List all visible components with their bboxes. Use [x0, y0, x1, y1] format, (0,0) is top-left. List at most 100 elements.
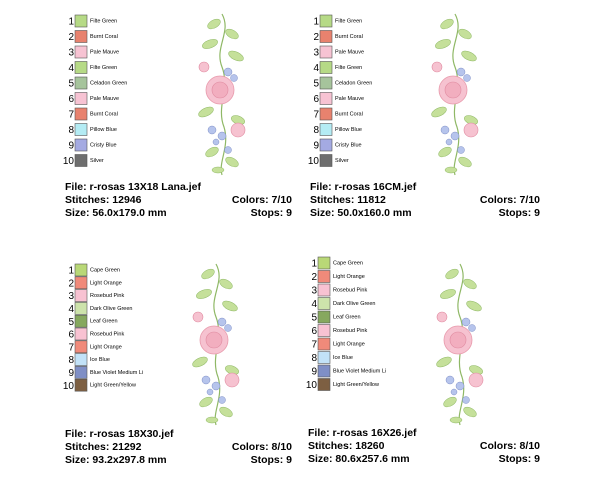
- design-preview: [190, 263, 241, 426]
- stop-count: Stops: 9: [251, 207, 293, 219]
- color-swatch: [74, 138, 88, 152]
- color-number: 7: [313, 110, 319, 121]
- color-name: Cape Green: [333, 260, 363, 266]
- color-name: Leaf Green: [333, 314, 361, 320]
- design-preview: [434, 263, 485, 426]
- color-swatch: [74, 61, 88, 74]
- color-name: Pale Mauve: [335, 96, 364, 102]
- color-swatch: [74, 302, 88, 315]
- color-swatch: [317, 310, 331, 324]
- color-number: 1: [313, 17, 319, 28]
- design-preview: [196, 13, 247, 176]
- design-size: Size: 93.2x297.8 mm: [65, 454, 167, 466]
- color-swatch: [74, 14, 88, 28]
- color-swatch: [319, 14, 333, 28]
- color-number: 7: [68, 342, 74, 353]
- color-name: Filte Green: [90, 65, 117, 71]
- color-number: 4: [311, 299, 317, 310]
- color-swatch: [74, 30, 88, 43]
- color-swatch: [74, 45, 88, 59]
- color-name: Dark Olive Green: [333, 301, 376, 307]
- design-size: Size: 50.0x160.0 mm: [310, 207, 412, 219]
- color-swatch: [74, 123, 88, 136]
- color-name: Cristy Blue: [335, 142, 362, 148]
- color-number: 9: [68, 141, 74, 152]
- color-swatch: [319, 61, 333, 74]
- color-number: 7: [68, 110, 74, 121]
- stitch-count: Stitches: 11812: [310, 194, 386, 206]
- stitch-count: Stitches: 18260: [308, 440, 385, 452]
- color-swatch: [319, 92, 333, 105]
- color-number: 6: [68, 330, 74, 341]
- file-name: File: r-rosas 13X18 Lana.jef: [65, 181, 201, 193]
- color-name: Light Orange: [90, 280, 122, 286]
- color-name: Rosebud Pink: [90, 293, 124, 299]
- color-number: 2: [313, 32, 319, 43]
- color-name: Pillow Blue: [335, 127, 362, 133]
- color-number: 8: [313, 125, 319, 136]
- color-number: 9: [68, 368, 74, 379]
- color-name: Burnt Coral: [335, 111, 363, 117]
- color-swatch: [317, 364, 331, 378]
- color-number: 9: [311, 367, 317, 378]
- color-number: 8: [68, 355, 74, 366]
- color-name: Ice Blue: [90, 357, 110, 363]
- color-name: Burnt Coral: [90, 111, 118, 117]
- color-name: Light Orange: [90, 344, 122, 350]
- color-name: Silver: [335, 158, 349, 164]
- color-name: Celadon Green: [335, 80, 372, 86]
- color-swatch: [74, 327, 88, 341]
- color-name: Light Green/Yellow: [90, 383, 136, 389]
- color-count: Colors: 8/10: [480, 440, 540, 452]
- color-swatch: [317, 337, 331, 351]
- color-number: 6: [313, 94, 319, 105]
- color-name: Burnt Coral: [335, 34, 363, 40]
- color-number: 9: [313, 141, 319, 152]
- color-swatch: [74, 76, 88, 90]
- color-number: 6: [311, 326, 317, 337]
- color-count: Colors: 7/10: [480, 194, 540, 206]
- color-swatch: [319, 138, 333, 152]
- color-name: Light Orange: [333, 274, 365, 280]
- color-name: Pale Mauve: [90, 96, 119, 102]
- color-count: Colors: 7/10: [232, 194, 292, 206]
- stop-count: Stops: 9: [251, 454, 293, 466]
- color-name: Rosebud Pink: [90, 331, 124, 337]
- color-name: Cristy Blue: [90, 142, 117, 148]
- color-swatch: [74, 263, 88, 277]
- color-name: Leaf Green: [90, 319, 118, 325]
- file-name: File: r-rosas 16X26.jef: [308, 427, 417, 439]
- color-number: 3: [311, 286, 317, 297]
- stitch-count: Stitches: 21292: [65, 441, 142, 453]
- color-name: Light Orange: [333, 341, 365, 347]
- color-swatch: [317, 256, 331, 270]
- color-swatch: [319, 76, 333, 90]
- file-name: File: r-rosas 18X30.jef: [65, 428, 174, 440]
- color-swatch: [319, 107, 333, 121]
- color-name: Cape Green: [90, 267, 120, 273]
- color-number: 4: [313, 63, 319, 74]
- color-name: Filte Green: [335, 65, 362, 71]
- color-swatch: [317, 297, 331, 310]
- color-swatch: [317, 270, 331, 283]
- color-number: 10: [306, 380, 318, 391]
- color-swatch: [317, 351, 331, 364]
- design-size: Size: 56.0x179.0 mm: [65, 207, 167, 219]
- color-number: 8: [68, 125, 74, 136]
- color-number: 10: [63, 156, 75, 167]
- color-swatch: [317, 378, 331, 391]
- color-number: 8: [311, 353, 317, 364]
- color-number: 7: [311, 340, 317, 351]
- color-name: Pale Mauve: [335, 49, 364, 55]
- color-number: 4: [68, 304, 74, 315]
- design-preview: [429, 13, 480, 176]
- color-number: 6: [68, 94, 74, 105]
- color-name: Dark Olive Green: [90, 306, 133, 312]
- color-number: 5: [68, 317, 74, 328]
- color-number: 1: [68, 266, 74, 277]
- color-number: 3: [68, 291, 74, 302]
- color-number: 2: [311, 272, 317, 283]
- color-swatch: [317, 283, 331, 297]
- color-number: 10: [308, 156, 320, 167]
